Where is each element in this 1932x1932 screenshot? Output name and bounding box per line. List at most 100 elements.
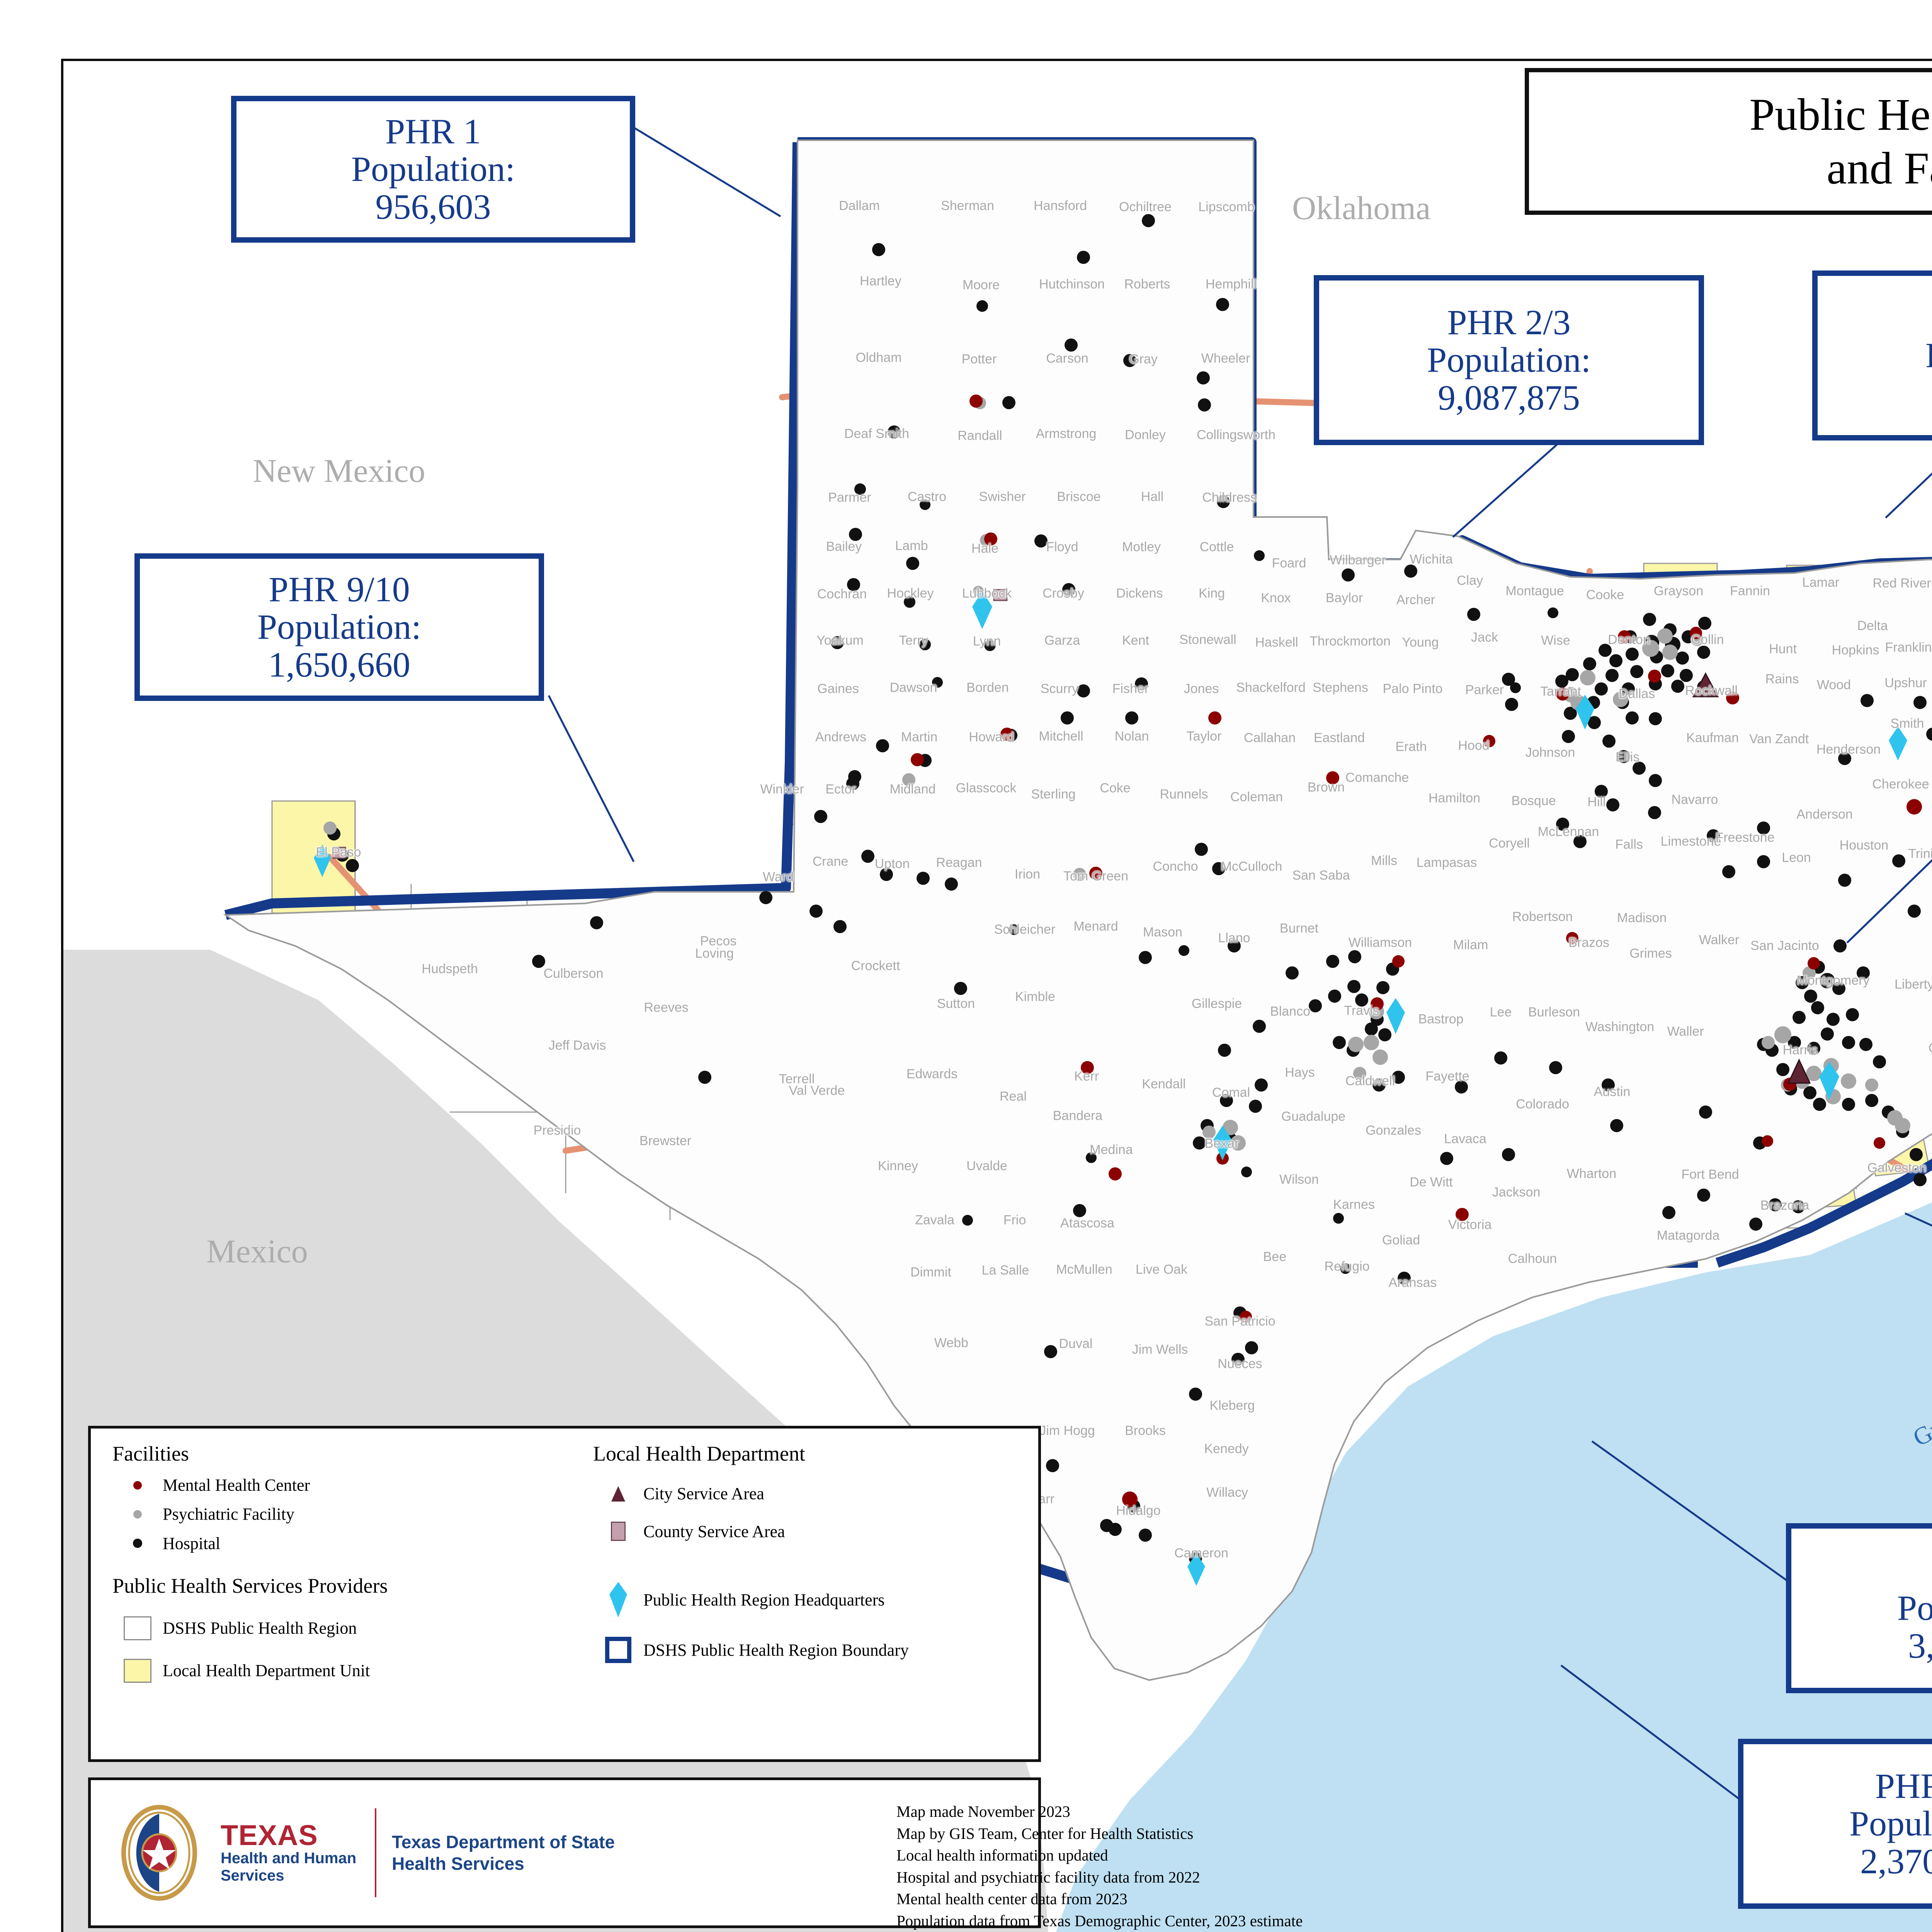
yellow-swatch-icon	[112, 1658, 163, 1683]
county-label: Llano	[1218, 930, 1250, 946]
legend-item-local-health-department-unit: Local Health Department Unit	[112, 1658, 588, 1683]
county-label: Falls	[1615, 837, 1643, 852]
county-label: Cochran	[817, 587, 867, 602]
county-label: Travis	[1344, 1003, 1379, 1018]
state-label-new-mexico: New Mexico	[253, 452, 425, 489]
county-label: Crosby	[1043, 586, 1084, 601]
county-label: Jackson	[1492, 1185, 1541, 1200]
callout-population-label: Population:	[257, 607, 422, 647]
county-label: Lynn	[973, 634, 1001, 649]
county-label: Anderson	[1796, 807, 1853, 822]
agency-sub-2: Services	[221, 1867, 284, 1884]
county-label: La Salle	[981, 1263, 1029, 1278]
county-label: Tarrant	[1540, 684, 1581, 699]
legend-heading-facilities: Facilities	[112, 1442, 189, 1465]
legend-item-county-service-area: County Service Area	[593, 1522, 1022, 1541]
legend-label: City Service Area	[643, 1484, 764, 1503]
callout-phr-9-10[interactable]: PHR 9/10 Population: 1,650,660	[134, 553, 544, 701]
county-label: Medina	[1090, 1142, 1133, 1157]
title-line-1: Public Health Service Areas	[1749, 89, 1932, 140]
legend-label: Hospital	[163, 1534, 221, 1553]
county-label: Lavaca	[1444, 1131, 1486, 1146]
county-label: Kaufman	[1686, 730, 1739, 745]
county-label: Lubbock	[962, 586, 1012, 601]
callout-phr-2-3[interactable]: PHR 2/3 Population: 9,087,875	[1314, 275, 1704, 445]
county-label: Madison	[1617, 910, 1667, 925]
callout-phr-8[interactable]: PHR 8 Population: 3,308,120	[1786, 1523, 1932, 1693]
county-label: Montague	[1505, 583, 1564, 599]
agency-brand: TEXAS Health and Human Services	[221, 1821, 356, 1884]
county-label: Mitchell	[1039, 729, 1083, 744]
legend-item-psychiatric-facility: Psychiatric Facility	[112, 1505, 588, 1524]
county-label: Crockett	[851, 958, 900, 973]
callout-phr-4-5[interactable]: PHR 4/5 Population: 1,556,624	[1812, 270, 1932, 440]
county-label: Archer	[1396, 592, 1435, 607]
county-label: Garza	[1044, 633, 1080, 648]
county-label: Dawson	[889, 680, 937, 695]
county-label: Yoakum	[816, 633, 864, 648]
county-label: Roberts	[1124, 277, 1170, 292]
county-label: Jack	[1471, 630, 1498, 645]
county-label: Frio	[1003, 1213, 1026, 1228]
county-label: Jeff Davis	[548, 1038, 606, 1053]
county-label: King	[1198, 586, 1225, 601]
legend-label: Public Health Region Headquarters	[643, 1590, 885, 1609]
county-label: Motley	[1122, 539, 1161, 554]
county-label: Randall	[957, 428, 1002, 443]
county-label: Callahan	[1243, 730, 1296, 745]
map-title: Public Health Service Areas and Faciliti…	[1525, 68, 1932, 215]
callout-phr-11[interactable]: PHR 11 Population: 2,370,507	[1738, 1739, 1932, 1909]
county-label: Hopkins	[1832, 643, 1879, 658]
black-dot-icon	[112, 1539, 163, 1548]
county-label: Val Verde	[789, 1083, 845, 1098]
county-label: Navarro	[1671, 792, 1718, 807]
county-label: Trinity	[1908, 846, 1932, 861]
county-label: Dallas	[1618, 686, 1655, 701]
county-label: Donley	[1125, 427, 1166, 442]
credit-line: Map by GIS Team, Center for Health Stati…	[896, 1824, 1194, 1842]
department-name: Texas Department of State Health Service…	[392, 1831, 615, 1874]
county-label: Wilbarger	[1330, 553, 1386, 568]
county-label: Kendall	[1142, 1077, 1186, 1092]
county-label: Matagorda	[1656, 1228, 1720, 1243]
callout-population-value: 9,087,875	[1438, 378, 1580, 417]
county-label: Cameron	[1174, 1546, 1228, 1561]
city-service-area-markers	[1692, 672, 1811, 1084]
county-label: Bexar	[1204, 1136, 1239, 1151]
legend-item-mental-health-center: Mental Health Center	[112, 1476, 588, 1495]
county-label: Hockley	[887, 586, 934, 601]
county-label: Bosque	[1511, 793, 1556, 808]
callout-phr-1[interactable]: PHR 1 Population: 956,603	[231, 96, 635, 243]
county-label: Comal	[1212, 1085, 1250, 1100]
county-label: Gillespie	[1191, 996, 1242, 1011]
title-line-2: and Facilities, 2023	[1827, 143, 1932, 194]
county-label: Hale	[971, 541, 998, 556]
mauve-square-icon	[593, 1522, 643, 1541]
county-label: San Patricio	[1204, 1314, 1276, 1329]
county-label: Houston	[1839, 838, 1889, 853]
callout-population-label: Population:	[1897, 1588, 1932, 1628]
county-label: Delta	[1857, 618, 1888, 633]
county-label: Denton	[1608, 632, 1650, 647]
legend-item-hospital: Hospital	[112, 1534, 588, 1553]
county-label: Shackelford	[1236, 680, 1306, 695]
agency-word: TEXAS	[221, 1819, 318, 1852]
county-label: Parmer	[828, 490, 871, 505]
county-label: Johnson	[1525, 745, 1575, 760]
county-label: Hutchinson	[1039, 277, 1105, 292]
county-label: Red River	[1872, 576, 1931, 591]
credit-line: Local health information updated	[896, 1846, 1108, 1864]
gray-dot-icon	[112, 1510, 163, 1519]
county-label: Hemphill	[1205, 277, 1257, 292]
county-label: Kenedy	[1204, 1441, 1249, 1456]
county-label: Brewster	[639, 1133, 692, 1148]
county-label: Willacy	[1206, 1485, 1248, 1500]
county-label: Mills	[1371, 853, 1397, 868]
county-label: Pecos	[700, 934, 737, 949]
county-label: Rains	[1765, 672, 1799, 687]
county-label: Brazos	[1568, 935, 1609, 950]
county-label: Waller	[1667, 1024, 1704, 1039]
county-label: Freestone	[1715, 830, 1775, 845]
county-label: Schleicher	[994, 922, 1056, 937]
